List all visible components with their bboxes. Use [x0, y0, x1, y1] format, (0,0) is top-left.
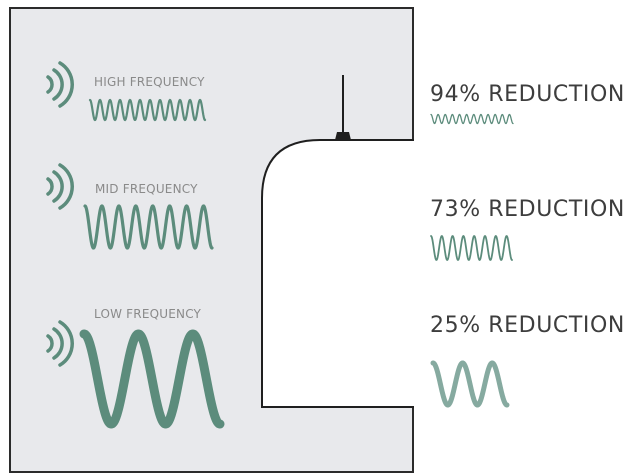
sound-emitter-icon-mid — [46, 163, 74, 210]
high-frequency-reduction: 94% REDUCTION — [430, 82, 625, 107]
pendant-lamp-icon — [261, 75, 414, 408]
sound-emitter-icon-low — [46, 320, 74, 367]
low-frequency-wave — [79, 329, 225, 429]
low-frequency-label: LOW FREQUENCY — [94, 307, 202, 321]
mid-frequency-reduced-wave — [430, 235, 513, 261]
high-frequency-wave — [88, 98, 207, 122]
high-frequency-label: HIGH FREQUENCY — [94, 75, 205, 89]
mid-frequency-reduction: 73% REDUCTION — [430, 197, 625, 222]
sound-emitter-icon-high — [46, 61, 74, 108]
mid-frequency-wave — [83, 204, 214, 250]
low-frequency-reduced-wave — [430, 360, 510, 408]
low-frequency-reduction: 25% REDUCTION — [430, 313, 625, 338]
mid-frequency-label: MID FREQUENCY — [95, 182, 198, 196]
high-frequency-reduced-wave — [430, 113, 514, 125]
